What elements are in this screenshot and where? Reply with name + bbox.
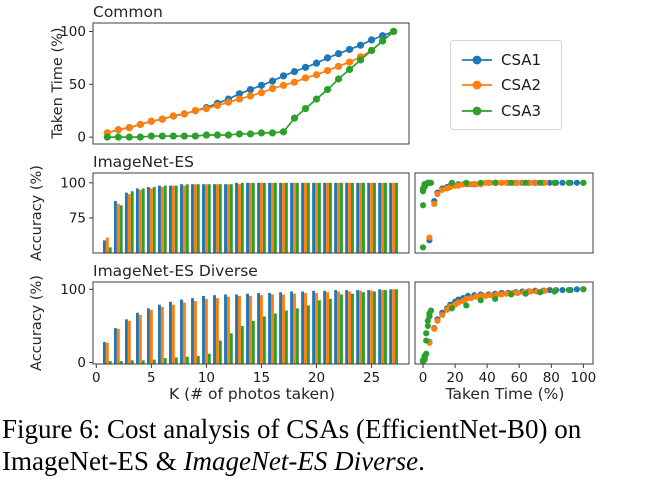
caption-line2-italic: ImageNet-ES Diverse [183, 446, 419, 476]
imagenet-es-diverse-scatter-series-csa2 [426, 286, 587, 346]
imagenet-es-diverse-y-axis-label: Accuracy (%) [29, 275, 45, 371]
imagenet-es-series-csa3 [108, 182, 398, 253]
svg-text:0: 0 [419, 370, 428, 386]
imagenet-es-series-csa1 [102, 182, 393, 253]
svg-text:40: 40 [479, 370, 496, 386]
svg-text:20: 20 [446, 370, 463, 386]
svg-text:10: 10 [198, 370, 215, 386]
svg-text:20: 20 [308, 370, 325, 386]
legend-marker-csa1 [462, 55, 492, 64]
svg-text:80: 80 [543, 370, 560, 386]
svg-text:15: 15 [253, 370, 270, 386]
imagenet-es-y-axis-label: Accuracy (%) [29, 165, 45, 261]
figure-caption: Figure 6: Cost analysis of CSAs (Efficie… [2, 413, 663, 477]
caption-line1: Figure 6: Cost analysis of CSAs (Efficie… [2, 414, 582, 444]
legend: CSA1 CSA2 CSA3 [450, 40, 562, 130]
legend-marker-csa3 [462, 106, 492, 115]
legend-label-csa2: CSA2 [501, 76, 542, 94]
svg-text:60: 60 [511, 370, 528, 386]
imagenet-es-diverse-series-csa2 [105, 289, 396, 364]
svg-text:0: 0 [77, 355, 86, 371]
legend-item-csa3: CSA3 [451, 102, 561, 120]
svg-text:25: 25 [363, 370, 380, 386]
caption-line2-roman: ImageNet-ES & [2, 446, 184, 476]
imagenet-es-diverse-series-csa3 [108, 289, 398, 364]
svg-text:0: 0 [77, 130, 86, 146]
imagenet-es-chart-title: ImageNet-ES [93, 153, 194, 171]
legend-label-csa1: CSA1 [501, 50, 542, 69]
svg-text:100: 100 [570, 370, 596, 386]
caption-line2-end: . [418, 446, 425, 476]
taken-time-x-axis-label: Taken Time (%) [445, 385, 565, 403]
svg-text:5: 5 [147, 370, 156, 386]
k-x-axis-label: K (# of photos taken) [168, 385, 336, 403]
imagenet-es-series-csa2 [105, 182, 396, 253]
imagenet-es-diverse-chart-title: ImageNet-ES Diverse [93, 262, 258, 280]
imagenet-es-scatter-series-csa3 [419, 179, 587, 251]
imagenet-es-diverse-scatter-series-csa3 [419, 286, 587, 365]
svg-text:100: 100 [60, 175, 86, 191]
legend-item-csa1: CSA1 [451, 51, 561, 69]
svg-text:0: 0 [92, 370, 101, 386]
imagenet-es-scatter-series-csa2 [426, 179, 587, 241]
svg-text:100: 100 [60, 282, 86, 298]
legend-marker-csa2 [462, 80, 492, 90]
imagenet-es-diverse-series-csa1 [102, 289, 393, 364]
legend-label-csa3: CSA3 [501, 101, 542, 120]
common-chart-title: Common [93, 3, 163, 21]
svg-text:50: 50 [69, 77, 86, 93]
common-y-axis-label: Taken Time (%) [50, 27, 66, 139]
svg-text:75: 75 [69, 210, 86, 226]
svg-text:100: 100 [60, 24, 86, 40]
common-series-csa3 [103, 27, 398, 141]
legend-item-csa2: CSA2 [451, 76, 561, 94]
